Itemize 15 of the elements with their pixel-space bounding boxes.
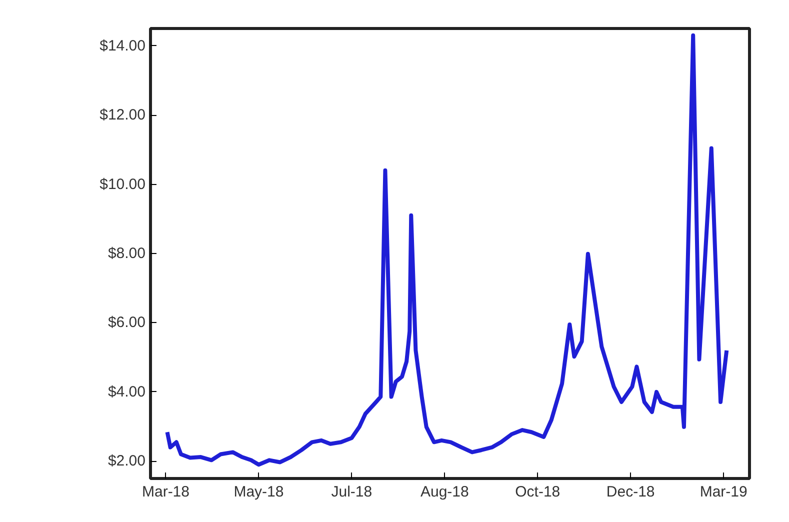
y-tick-label: $12.00: [100, 106, 146, 124]
x-tick-label: Dec-18: [606, 484, 655, 500]
line-series: [165, 33, 729, 467]
x-tick-label: Mar-19: [700, 484, 748, 500]
x-tick-label: Jul-18: [331, 484, 372, 500]
y-tick-label: $10.00: [100, 176, 146, 193]
x-tick-label: Aug-18: [420, 484, 469, 500]
y-tick-label: $4.00: [108, 383, 146, 400]
y-tick-label: $8.00: [108, 245, 146, 262]
x-tick-label: May-18: [234, 484, 284, 500]
y-tick-label: $14.00: [100, 37, 146, 54]
y-tick-label: $6.00: [108, 314, 146, 332]
x-tick-label: Oct-18: [515, 484, 560, 500]
y-tick-label: $2.00: [108, 452, 146, 470]
x-tick-label: Mar-18: [142, 484, 190, 500]
